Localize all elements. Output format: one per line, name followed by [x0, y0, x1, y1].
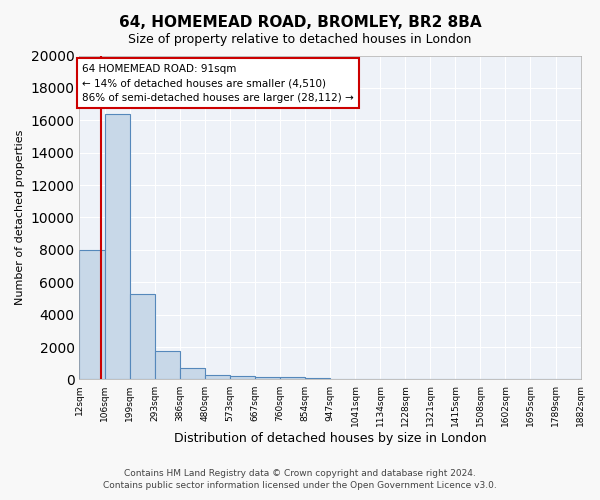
Bar [130, 294, 155, 380]
Bar [280, 377, 305, 380]
Bar [205, 374, 230, 380]
Bar [330, 378, 355, 380]
Y-axis label: Number of detached properties: Number of detached properties [15, 130, 25, 305]
Text: Contains HM Land Registry data © Crown copyright and database right 2024.
Contai: Contains HM Land Registry data © Crown c… [103, 468, 497, 490]
Bar [79, 250, 104, 380]
Bar [155, 351, 179, 380]
Bar [305, 378, 330, 380]
Text: Size of property relative to detached houses in London: Size of property relative to detached ho… [128, 32, 472, 46]
Bar [179, 368, 205, 380]
Bar [104, 114, 130, 380]
Bar [255, 377, 280, 380]
X-axis label: Distribution of detached houses by size in London: Distribution of detached houses by size … [173, 432, 486, 445]
Text: 64 HOMEMEAD ROAD: 91sqm
← 14% of detached houses are smaller (4,510)
86% of semi: 64 HOMEMEAD ROAD: 91sqm ← 14% of detache… [82, 64, 354, 103]
Bar [230, 376, 255, 380]
Text: 64, HOMEMEAD ROAD, BROMLEY, BR2 8BA: 64, HOMEMEAD ROAD, BROMLEY, BR2 8BA [119, 15, 481, 30]
